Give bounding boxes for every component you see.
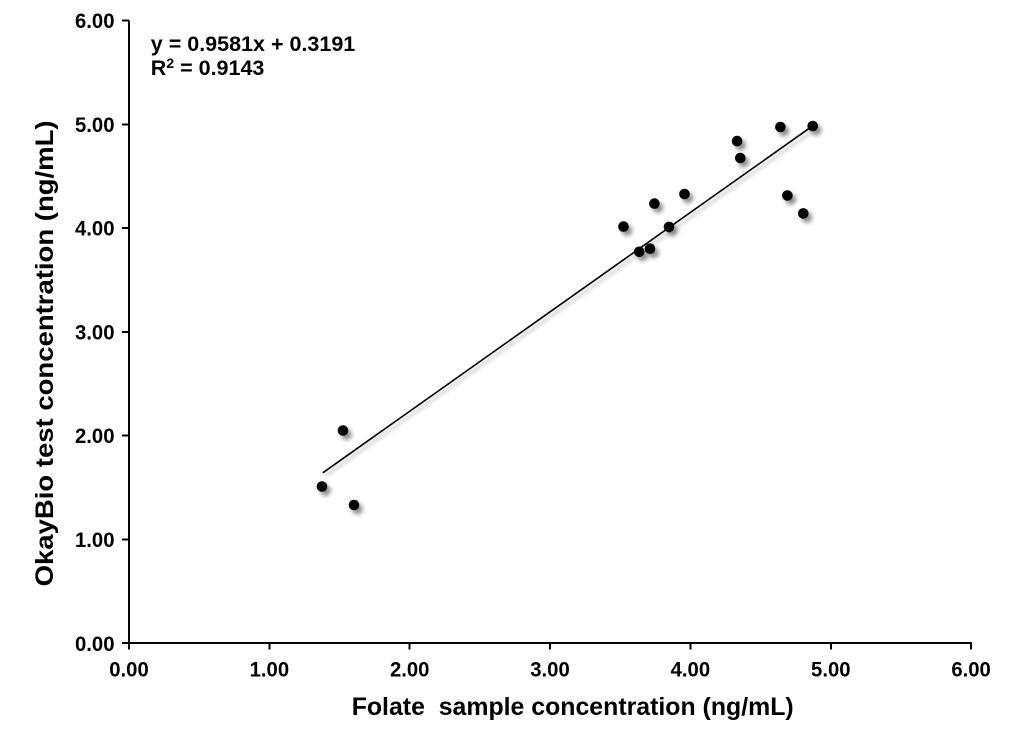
svg-text:OkayBio test concentration (ng: OkayBio test concentration (ng/mL) bbox=[31, 120, 59, 586]
svg-text:6.00: 6.00 bbox=[951, 658, 991, 682]
svg-text:2.00: 2.00 bbox=[390, 658, 430, 682]
svg-text:2.00: 2.00 bbox=[75, 424, 115, 448]
svg-text:5.00: 5.00 bbox=[811, 658, 851, 682]
svg-text:0.00: 0.00 bbox=[75, 632, 115, 656]
svg-text:4.00: 4.00 bbox=[75, 217, 115, 241]
svg-text:Folate sample concentration (: Folate sample concentration (ng/mL) bbox=[352, 693, 794, 721]
svg-text:3.00: 3.00 bbox=[75, 321, 115, 345]
svg-text:y = 0.9581x + 0.3191: y = 0.9581x + 0.3191 bbox=[151, 32, 355, 56]
svg-text:6.00: 6.00 bbox=[75, 9, 115, 33]
svg-text:0.00: 0.00 bbox=[109, 658, 149, 682]
svg-text:4.00: 4.00 bbox=[671, 658, 711, 682]
svg-text:3.00: 3.00 bbox=[530, 658, 570, 682]
svg-text:5.00: 5.00 bbox=[75, 113, 115, 137]
svg-text:1.00: 1.00 bbox=[75, 528, 115, 552]
svg-text:1.00: 1.00 bbox=[250, 658, 290, 682]
svg-text:R2 = 0.9143: R2 = 0.9143 bbox=[151, 55, 265, 80]
